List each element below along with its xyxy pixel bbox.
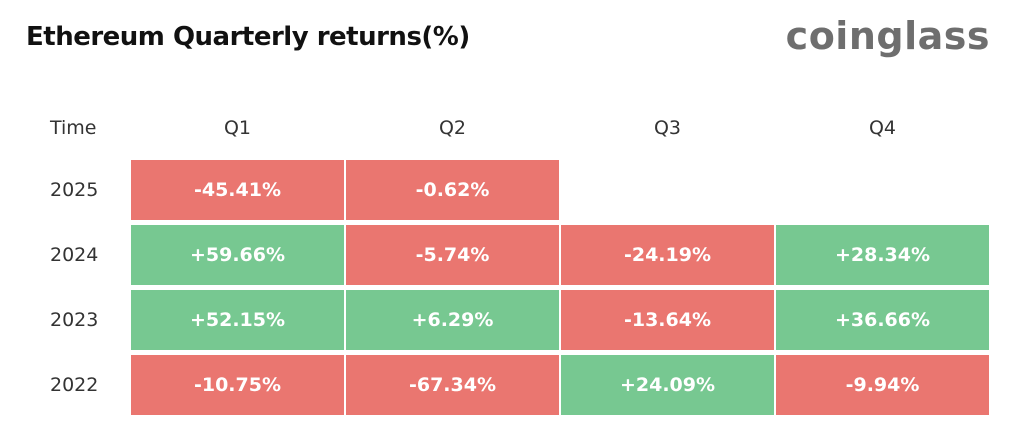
return-cell-2022-q1: -10.75% (131, 355, 344, 415)
return-cell-2023-q2: +6.29% (346, 290, 559, 350)
column-header-q3: Q3 (653, 117, 682, 139)
return-cell-2023-q4: +36.66% (776, 290, 989, 350)
coinglass-logo: coinglass (785, 14, 990, 58)
return-cell-2024-q3: -24.19% (561, 225, 774, 285)
time-column-header: Time (50, 117, 97, 139)
return-cell-2022-q2: -67.34% (346, 355, 559, 415)
row-label-2024: 2024 (50, 244, 99, 266)
return-cell-2022-q4: -9.94% (776, 355, 989, 415)
return-cell-2022-q3: +24.09% (561, 355, 774, 415)
return-cell-2023-q1: +52.15% (131, 290, 344, 350)
return-cell-2024-q4: +28.34% (776, 225, 989, 285)
table-header: Time Q1 Q2 Q3 Q4 (0, 114, 1024, 142)
column-header-q2: Q2 (438, 117, 467, 139)
column-header-q4: Q4 (868, 117, 897, 139)
return-cell-2025-q1: -45.41% (131, 160, 344, 220)
return-cell-2024-q1: +59.66% (131, 225, 344, 285)
chart-title: Ethereum Quarterly returns(%) (26, 22, 470, 52)
row-label-2022: 2022 (50, 374, 99, 396)
return-cell-2024-q2: -5.74% (346, 225, 559, 285)
return-cell-2025-q2: -0.62% (346, 160, 559, 220)
return-cell-2023-q3: -13.64% (561, 290, 774, 350)
row-label-2025: 2025 (50, 179, 99, 201)
column-header-q1: Q1 (223, 117, 252, 139)
row-label-2023: 2023 (50, 309, 99, 331)
